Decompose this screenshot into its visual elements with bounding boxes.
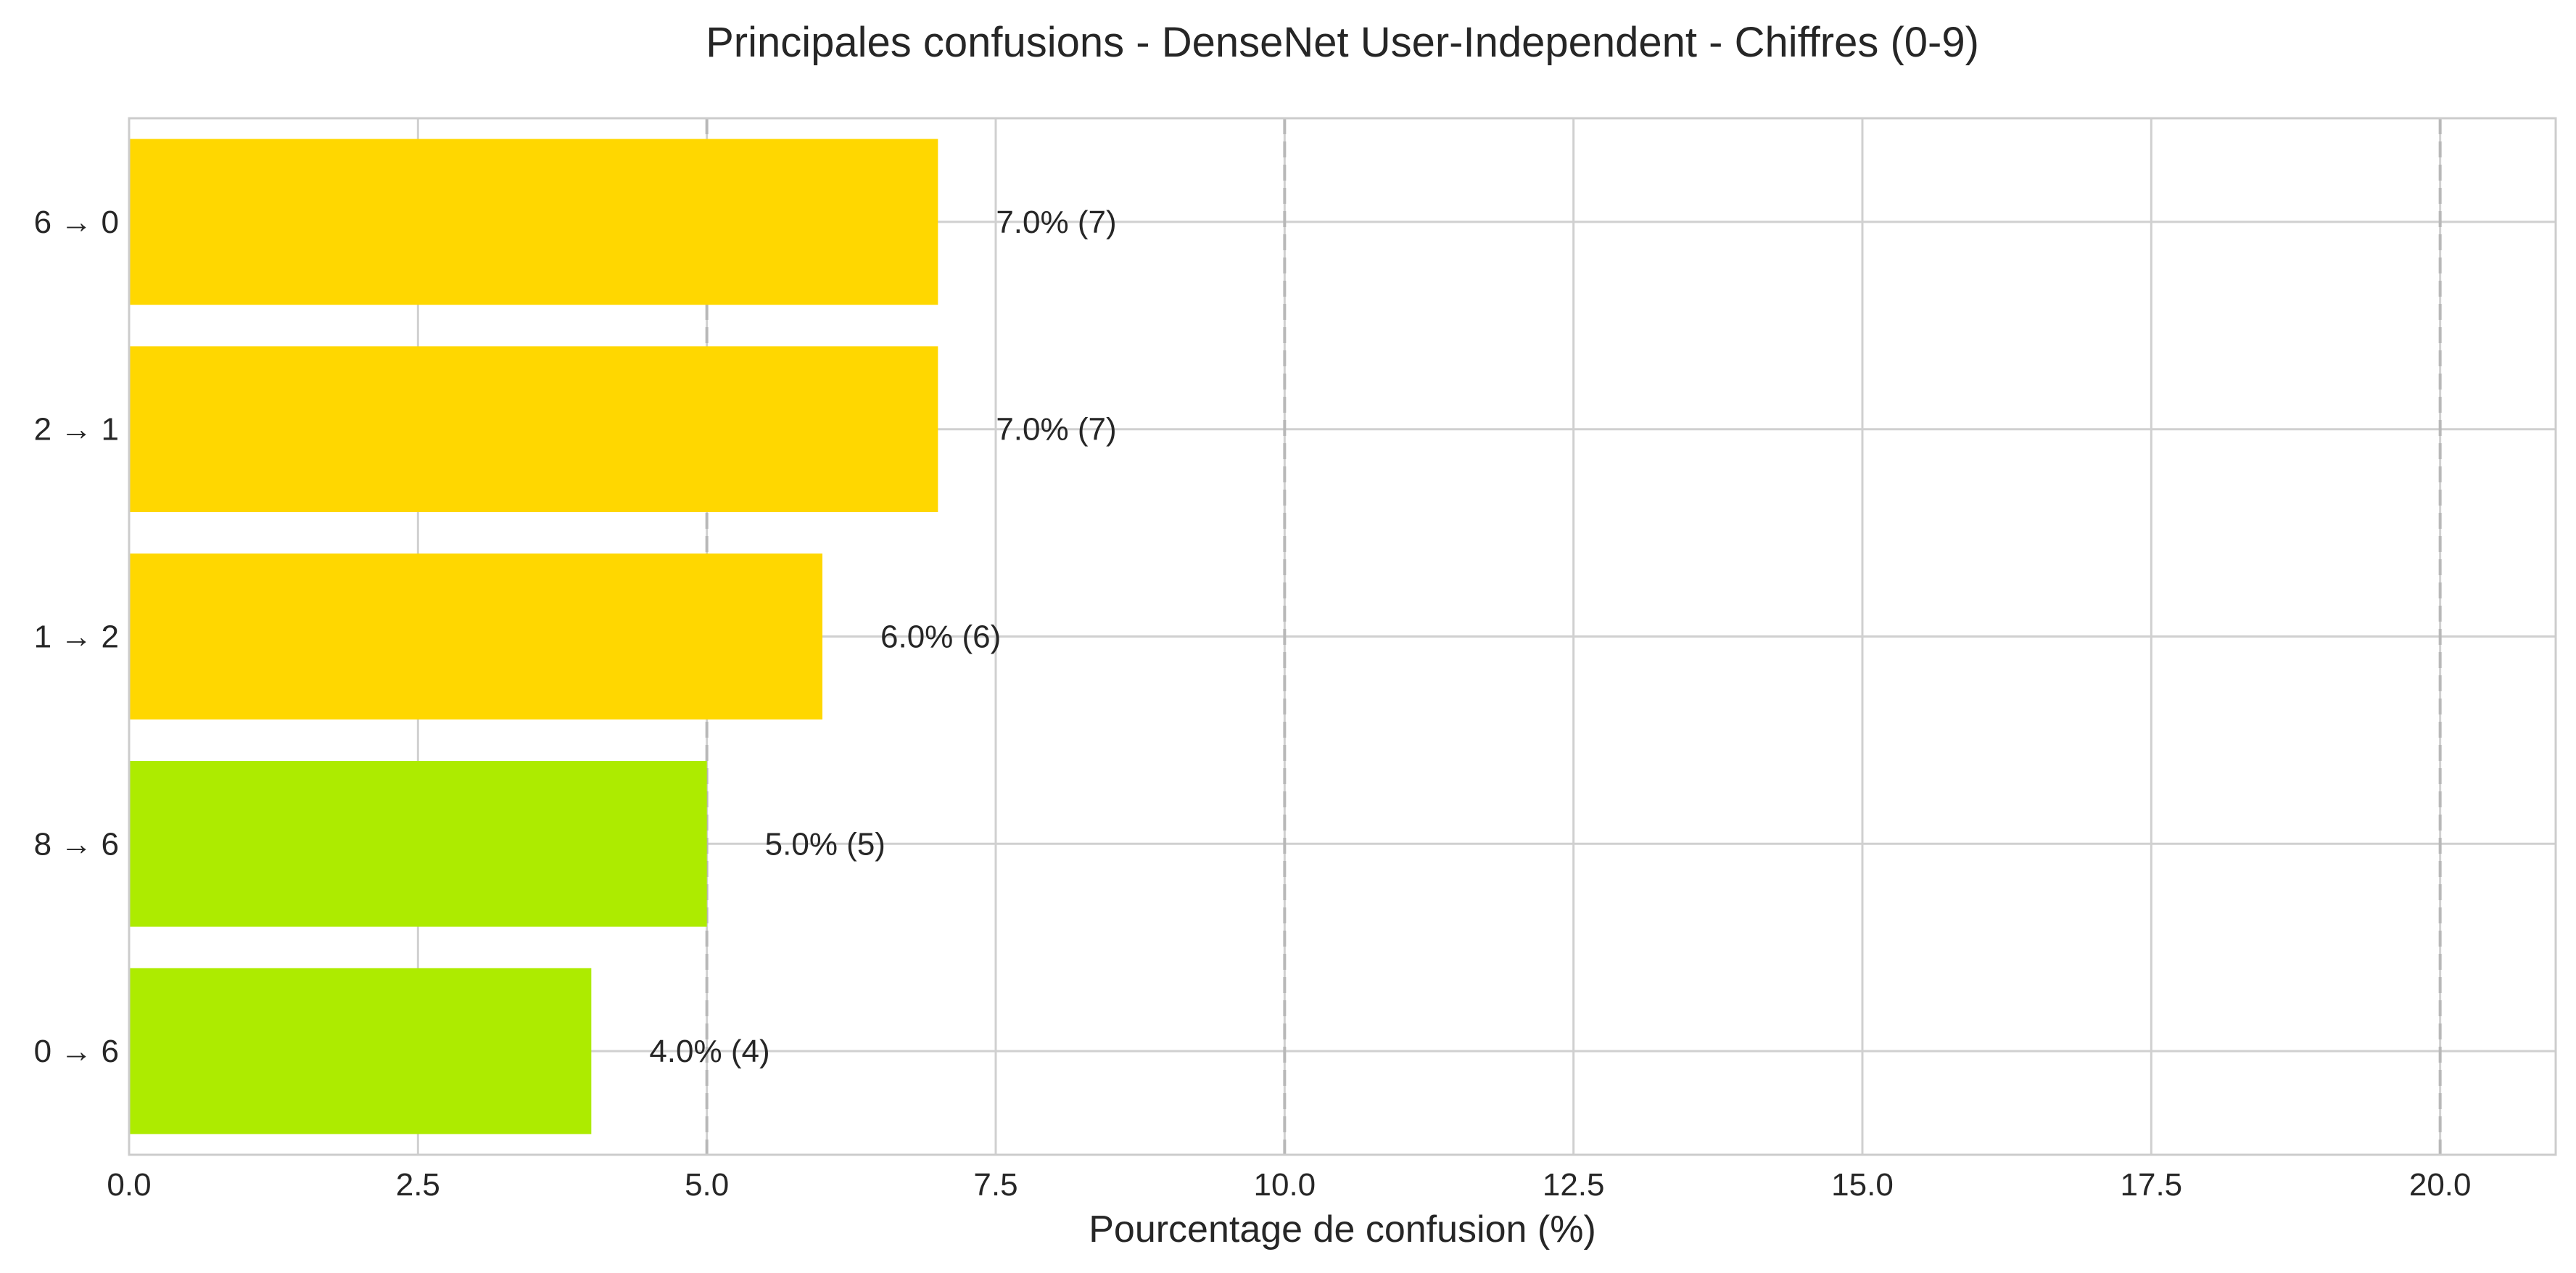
y-category-label: 0 → 6: [34, 1034, 119, 1069]
x-tick-label: 5.0: [685, 1167, 729, 1203]
bar-value-label: 4.0% (4): [649, 1034, 769, 1069]
x-tick-label: 17.5: [2121, 1167, 2183, 1203]
y-category-label: 1 → 2: [34, 619, 119, 655]
bar-value-label: 6.0% (6): [880, 619, 1001, 655]
x-tick-label: 2.5: [396, 1167, 440, 1203]
bar: [129, 968, 592, 1134]
x-tick-label: 10.0: [1254, 1167, 1316, 1203]
bar: [129, 760, 707, 927]
bar-value-label: 5.0% (5): [765, 826, 886, 862]
x-tick-label: 7.5: [973, 1167, 1017, 1203]
y-category-labels: 6 → 0 2 → 1 1 → 2 8 → 6 0 → 6: [34, 205, 119, 1069]
bar-value-label: 7.0% (7): [996, 412, 1116, 448]
x-tick-labels: 0.0 2.5 5.0 7.5 10.0 12.5 15.0 17.5 20.0: [107, 1167, 2471, 1203]
chart-title: Principales confusions - DenseNet User-I…: [706, 19, 1979, 66]
value-labels: 7.0% (7) 7.0% (7) 6.0% (6) 5.0% (5) 4.0% (4): [649, 205, 1116, 1069]
x-axis-label: Pourcentage de confusion (%): [1089, 1208, 1596, 1251]
x-tick-label: 12.5: [1543, 1167, 1605, 1203]
y-category-label: 8 → 6: [34, 826, 119, 862]
bar: [129, 553, 822, 720]
bars-layer: [129, 139, 938, 1134]
y-category-label: 2 → 1: [34, 412, 119, 448]
x-tick-label: 15.0: [1831, 1167, 1894, 1203]
bar: [129, 139, 938, 305]
plot-frame: [128, 117, 2557, 1156]
bar: [129, 346, 938, 513]
x-tick-label: 20.0: [2409, 1167, 2472, 1203]
x-tick-label: 0.0: [107, 1167, 151, 1203]
y-category-label: 6 → 0: [34, 205, 119, 240]
bar-value-label: 7.0% (7): [996, 205, 1116, 240]
